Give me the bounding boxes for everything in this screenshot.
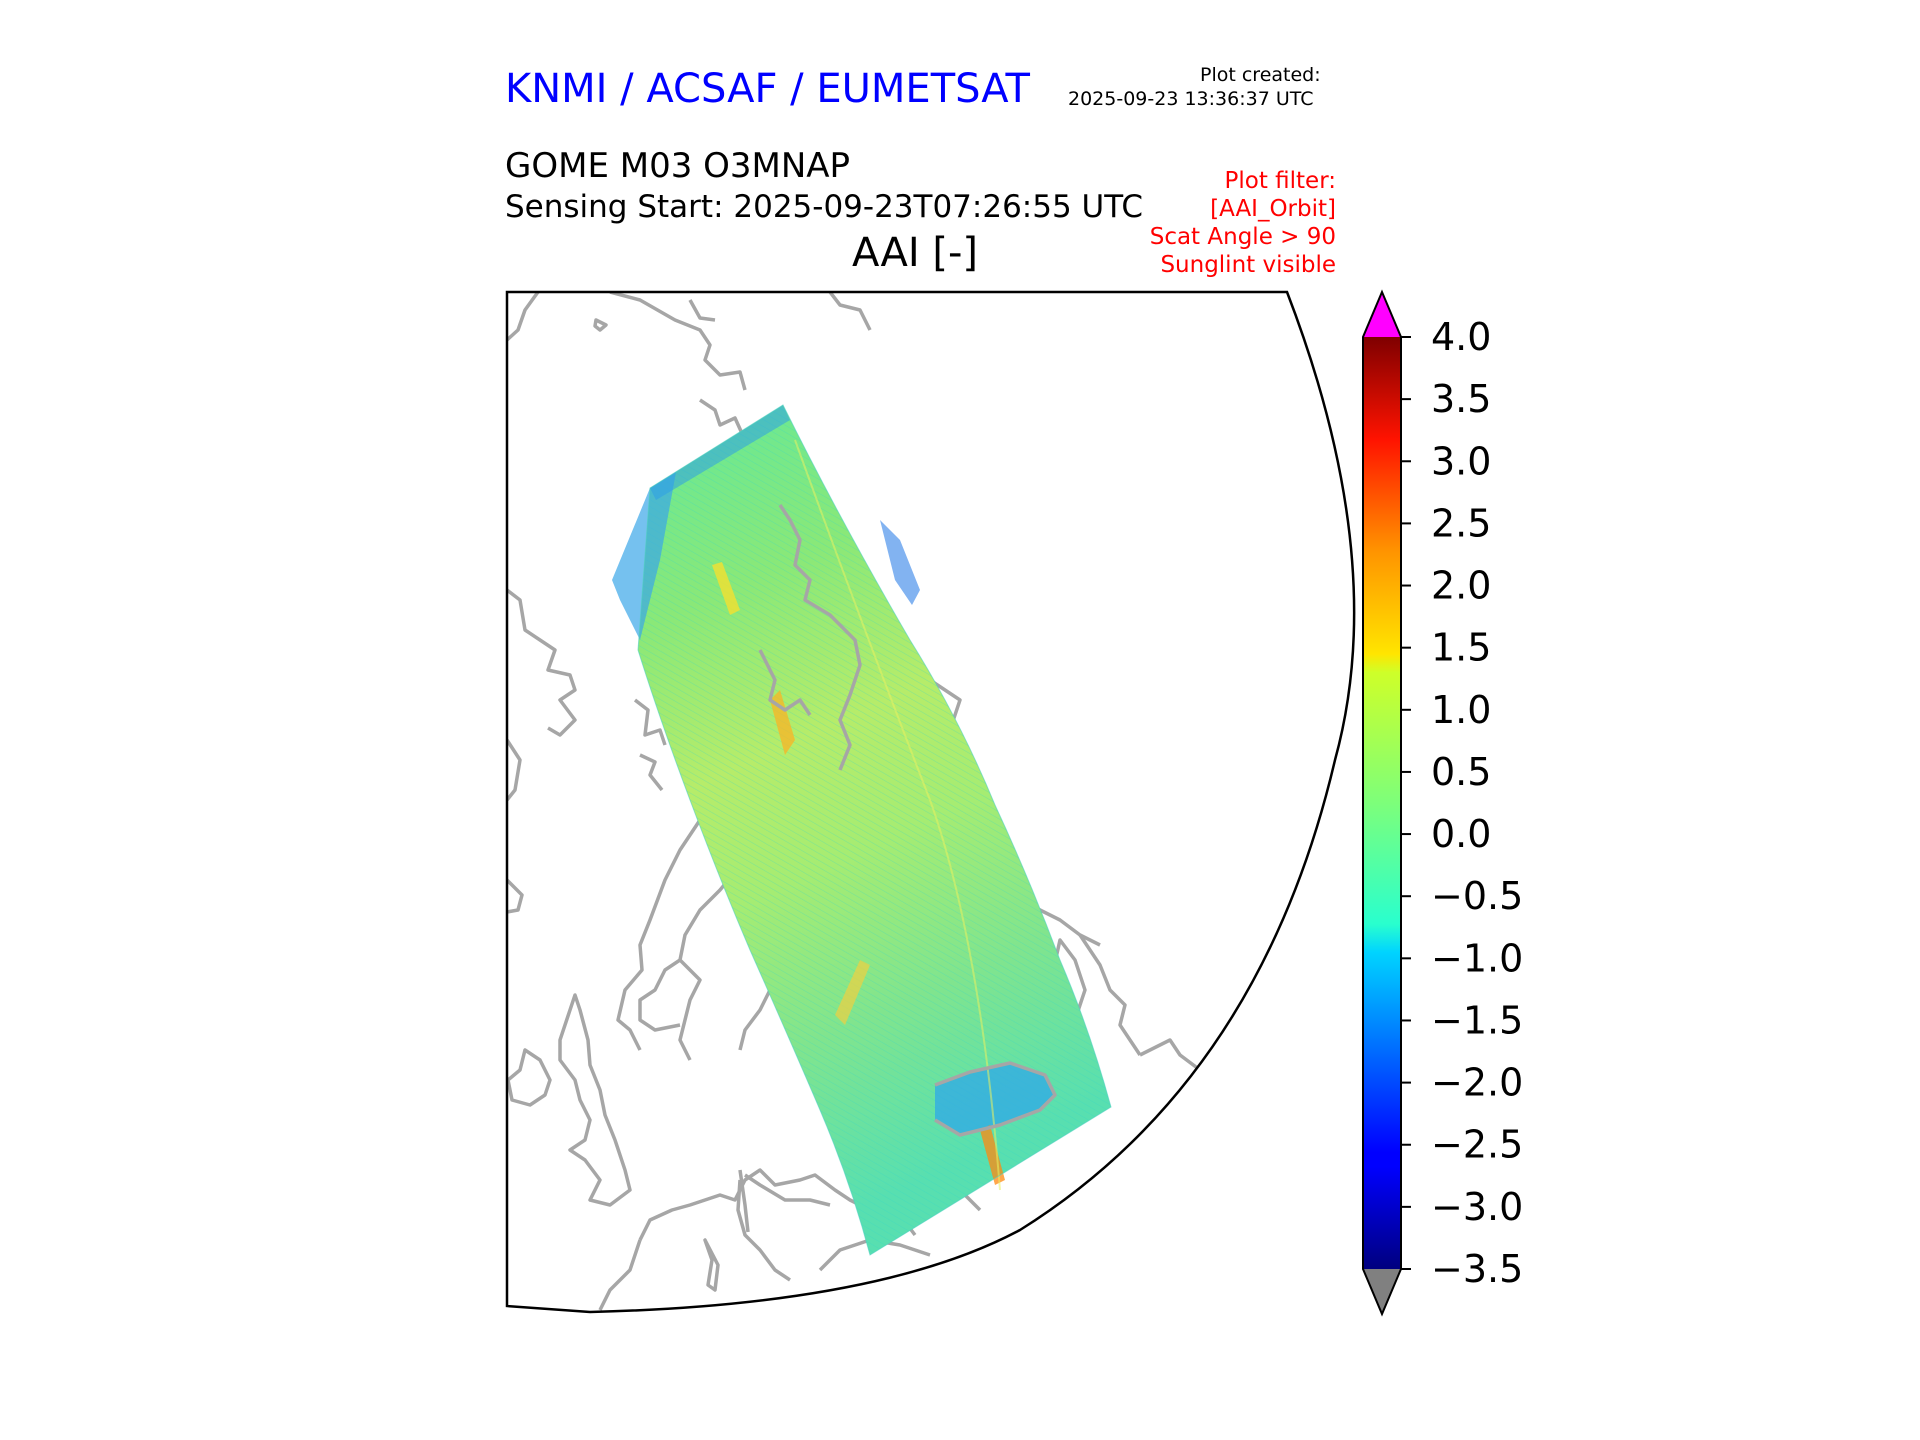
plot-filter-line: Sunglint visible (1160, 252, 1336, 278)
swath-north-scan (650, 405, 790, 500)
colorbar-under-arrow (1363, 1269, 1401, 1314)
colorbar-tick-label: 1.5 (1431, 626, 1491, 670)
swath-outline (637, 404, 1112, 1256)
brand-title: KNMI / ACSAF / EUMETSAT (505, 66, 1030, 112)
swath-low-patch (935, 1063, 1055, 1135)
swath-high-streak (835, 960, 870, 1025)
colorbar-gradient (1363, 337, 1401, 1269)
colorbar-tick-label: −3.5 (1431, 1247, 1523, 1291)
colorbar: 4.0 3.5 3.0 2.5 2.0 1.5 1.0 0.5 0.0 −0.5 −1.0 −1.5 −… (1362, 289, 1523, 1317)
map-area (507, 292, 1231, 1311)
satellite-swath (612, 404, 1112, 1256)
colorbar-tick-label: −3.0 (1431, 1185, 1523, 1229)
colorbar-tick-label: −2.5 (1431, 1123, 1523, 1167)
colorbar-tick-label: 2.5 (1431, 501, 1491, 545)
swath-high-streak (712, 562, 740, 615)
plot-filter-line: [AAI_Orbit] (1210, 196, 1336, 222)
colorbar-tick-label: 0.0 (1431, 812, 1491, 856)
colorbar-over-arrow (1363, 292, 1401, 337)
colorbar-tick-label: 4.0 (1431, 315, 1491, 359)
quantity-title: AAI [-] (852, 230, 978, 276)
coastlines-overlay (758, 504, 1057, 1137)
colorbar-tick-label: 0.5 (1431, 750, 1491, 794)
colorbar-tick-label: 3.5 (1431, 377, 1491, 421)
plot-filter-line: Scat Angle > 90 (1149, 224, 1336, 250)
plot-filter-title: Plot filter: (1224, 168, 1336, 194)
swath-edge-low (612, 472, 676, 640)
colorbar-tick-label: −1.0 (1431, 936, 1523, 980)
plot-created-label: Plot created: (1200, 64, 1321, 86)
colorbar-tick-label: −0.5 (1431, 874, 1523, 918)
colorbar-tick-label: −2.0 (1431, 1061, 1523, 1105)
colorbar-tick-label: 2.0 (1431, 564, 1491, 608)
colorbar-tick-label: 1.0 (1431, 688, 1491, 732)
plot-created-time: 2025-09-23 13:36:37 UTC (1068, 88, 1314, 110)
product-name: GOME M03 O3MNAP (505, 146, 851, 186)
colorbar-tick-label: −1.5 (1431, 998, 1523, 1042)
swath-low-patch (880, 520, 920, 605)
map-border (505, 290, 1356, 1314)
swath-track-line (794, 439, 1001, 1191)
sensing-start: Sensing Start: 2025-09-23T07:26:55 UTC (505, 189, 1143, 225)
colorbar-tick-label: 3.0 (1431, 439, 1491, 483)
swath-texture (638, 405, 1111, 1255)
